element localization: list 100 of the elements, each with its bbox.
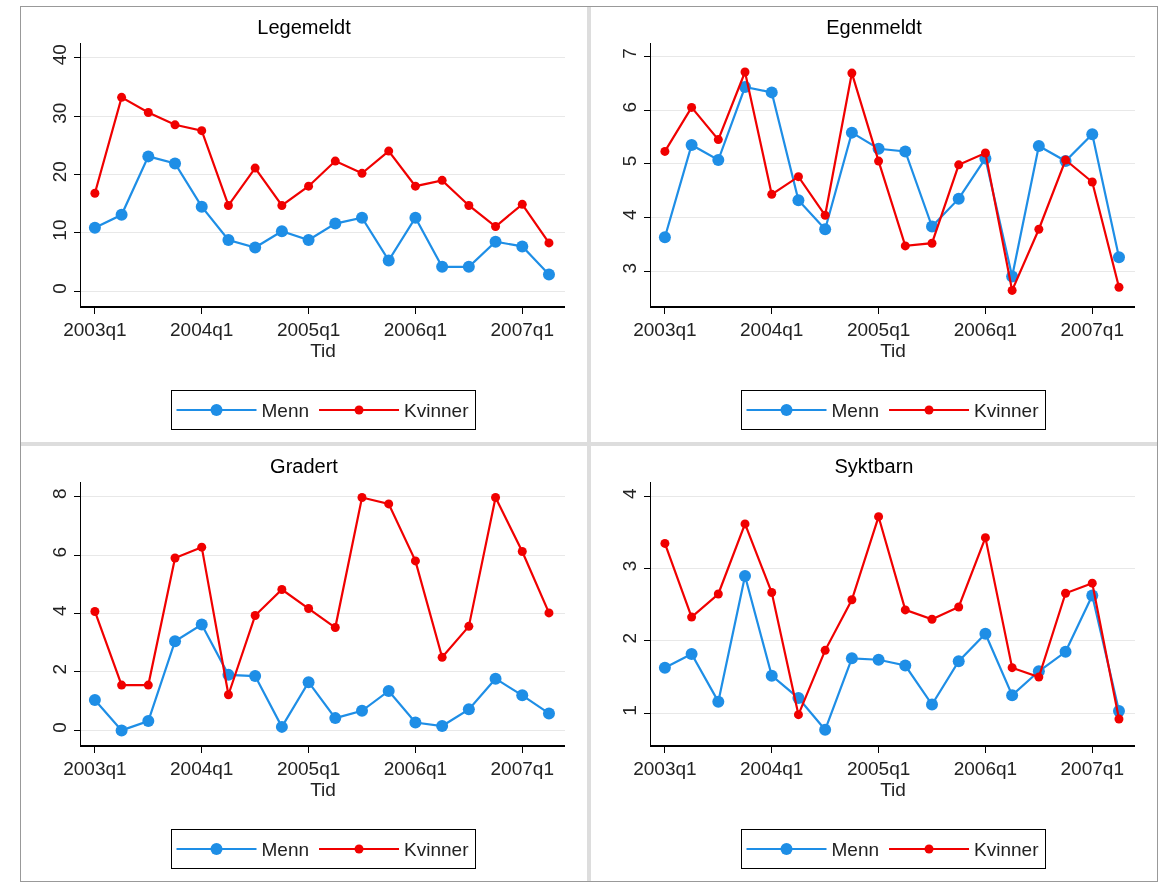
point: [792, 194, 805, 207]
x-tick-label: 2004q1: [740, 758, 804, 780]
point: [330, 156, 340, 166]
point: [88, 694, 101, 706]
point: [1114, 714, 1124, 724]
point: [765, 86, 778, 99]
legend-label: Kvinner: [404, 839, 470, 861]
x-tick-label: 2003q1: [633, 758, 697, 780]
point: [357, 168, 367, 178]
point: [491, 492, 501, 502]
y-tick-label: 4: [618, 487, 640, 499]
point: [517, 199, 527, 209]
point: [302, 233, 315, 246]
point: [462, 703, 475, 716]
x-tick-label: 2004q1: [740, 319, 804, 341]
y-tick-label: 40: [48, 44, 70, 66]
y-tick-label: 10: [48, 219, 70, 241]
point: [464, 621, 474, 631]
y-tick-label: 1: [618, 705, 640, 716]
point: [820, 210, 830, 220]
point: [660, 538, 670, 548]
point: [330, 623, 340, 633]
x-tick-label: 2004q1: [170, 758, 234, 780]
y-tick-label: 6: [618, 101, 640, 113]
point: [900, 241, 910, 251]
point: [357, 492, 367, 502]
point: [1086, 128, 1099, 141]
legend-label: Menn: [261, 400, 310, 422]
x-axis-title: Tid: [880, 779, 906, 801]
point: [685, 138, 698, 151]
point: [660, 146, 670, 156]
point: [1032, 140, 1045, 153]
point: [170, 553, 180, 563]
x-tick-label: 2007q1: [490, 319, 554, 341]
point: [927, 614, 937, 624]
point: [223, 200, 233, 210]
point: [874, 512, 884, 522]
point: [384, 146, 394, 156]
x-tick-label: 2005q1: [846, 758, 911, 780]
point: [489, 235, 502, 248]
y-tick-label: 2: [618, 632, 640, 644]
point: [195, 200, 208, 213]
legend-label: Kvinner: [974, 839, 1040, 861]
point: [712, 695, 725, 708]
point: [223, 690, 233, 700]
point: [740, 67, 750, 77]
point: [197, 542, 207, 552]
y-tick-label: 6: [48, 546, 70, 558]
point: [489, 672, 502, 685]
point: [1034, 224, 1044, 234]
point: [329, 712, 342, 725]
point: [143, 680, 153, 690]
point: [142, 150, 155, 163]
point: [382, 684, 395, 697]
point: [437, 175, 447, 185]
point: [409, 211, 422, 224]
point: [687, 612, 697, 622]
point: [491, 222, 501, 232]
point: [143, 108, 153, 118]
point: [409, 716, 422, 729]
point: [1112, 251, 1125, 264]
point: [437, 652, 447, 662]
legend-label: Menn: [831, 839, 880, 861]
point: [1034, 672, 1044, 682]
point: [249, 241, 262, 254]
x-tick-label: 2006q1: [953, 319, 1018, 341]
point: [169, 635, 182, 648]
point: [845, 652, 858, 665]
point: [410, 556, 420, 566]
point: [464, 200, 474, 210]
point: [1087, 177, 1097, 187]
x-tick-label: 2005q1: [276, 319, 341, 341]
point: [250, 611, 260, 621]
point: [874, 156, 884, 166]
point: [115, 724, 128, 737]
y-tick-label: 2: [48, 663, 70, 675]
point: [277, 585, 287, 595]
point: [767, 189, 777, 199]
point: [329, 217, 342, 230]
point: [1059, 645, 1072, 658]
y-tick-label: 30: [48, 102, 70, 124]
x-tick-label: 2003q1: [63, 758, 127, 780]
point: [926, 698, 938, 711]
point: [819, 223, 832, 236]
x-tick-label: 2006q1: [953, 758, 1018, 780]
point: [117, 680, 127, 690]
point: [544, 608, 554, 618]
point: [410, 181, 420, 191]
point: [542, 268, 555, 281]
point: [819, 723, 832, 736]
x-tick-label: 2004q1: [170, 319, 234, 341]
point: [142, 715, 155, 728]
point: [979, 627, 992, 640]
point: [304, 604, 314, 614]
point: [1114, 282, 1124, 292]
point: [740, 519, 750, 529]
point: [980, 148, 990, 158]
x-tick-label: 2005q1: [276, 758, 341, 780]
point: [436, 720, 449, 732]
point: [847, 68, 857, 78]
